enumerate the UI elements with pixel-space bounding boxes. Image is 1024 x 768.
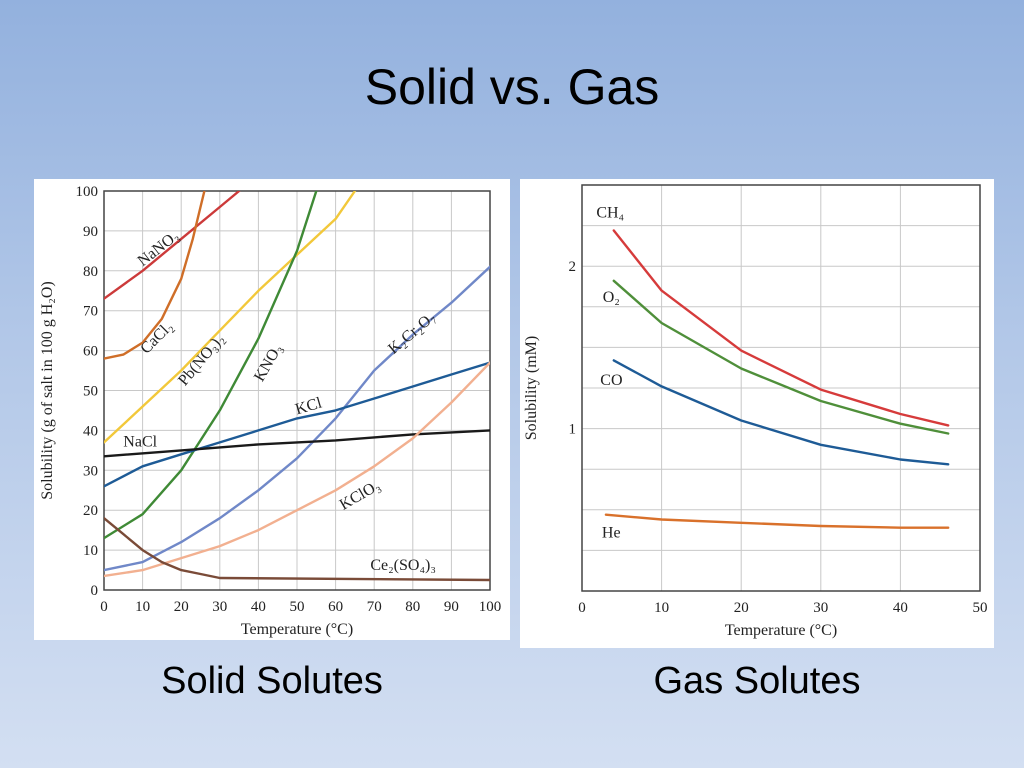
x-tick-label: 10 (654, 600, 669, 616)
series-label-kclo3: KClO₃ (337, 477, 383, 514)
x-tick-label: 20 (734, 600, 749, 616)
series-line-he (604, 513, 950, 529)
x-tick-label: 80 (405, 599, 420, 615)
gas-chart-svg: 0 10 20 30 40 50 1 2 Temperature (°C) Solubility … (523, 184, 988, 639)
series-line-k2cr2o7 (104, 265, 490, 572)
y-tick-label: 20 (83, 503, 98, 519)
series-label-nano3: NaNO₃ (135, 227, 183, 270)
series-label-he: He (602, 524, 621, 541)
series-line-ch4 (612, 229, 950, 427)
y-axis-title: Solubility (g of salt in 100 g H₂O) (39, 281, 56, 499)
y-tick-label: 0 (91, 583, 99, 599)
x-tick-label: 50 (290, 599, 305, 615)
y-tick-label: 100 (76, 184, 99, 200)
y-tick-label: 50 (83, 384, 98, 400)
series-label-co: CO (600, 372, 622, 389)
series-line-kcl (104, 361, 490, 488)
y-tick-label: 70 (83, 304, 98, 320)
series-line-ce2-so4-3 (104, 517, 490, 582)
series-line-kno3 (104, 191, 318, 540)
slide-title: Solid vs. Gas (364, 59, 660, 115)
gas-solubility-chart: 0 10 20 30 40 50 1 2 Temperature (°C) Solubility … (520, 179, 994, 648)
x-tick-label: 20 (174, 599, 189, 615)
x-tick-label: 60 (328, 599, 343, 615)
grid-lines (581, 185, 981, 591)
x-tick-label: 0 (578, 600, 586, 616)
series-label-o2: O₂ (603, 289, 620, 306)
solid-solubility-chart: 0 10 20 30 40 50 60 70 80 90 100 0 10 20 30 40 50 60 70 80 9… (34, 179, 510, 640)
series-label-kcl: KCl (293, 394, 324, 418)
y-tick-label: 40 (83, 423, 98, 439)
x-axis-title: Temperature (°C) (241, 621, 353, 638)
plot-frame (581, 184, 981, 592)
x-tick-label: 10 (135, 599, 150, 615)
y-tick-label: 60 (83, 344, 98, 360)
series-line-pb-no3-2 (104, 191, 357, 444)
x-tick-label: 30 (813, 600, 828, 616)
series-line-cacl2 (104, 191, 206, 360)
x-tick-label: 90 (444, 599, 459, 615)
series-label-nacl: NaCl (123, 433, 157, 450)
x-tick-label: 70 (367, 599, 382, 615)
series-line-co (612, 359, 950, 466)
series-line-kclo3 (104, 361, 490, 578)
x-tick-label: 40 (893, 600, 908, 616)
plot-frame (103, 190, 491, 591)
x-axis-title: Temperature (°C) (725, 622, 837, 639)
y-axis-title: Solubility (mM) (523, 336, 540, 440)
x-tick-label: 50 (973, 600, 988, 616)
solid-chart-svg: 0 10 20 30 40 50 60 70 80 90 100 0 10 20 30 40 50 60 70 80 9… (39, 184, 502, 638)
y-tick-label: 2 (569, 259, 577, 275)
y-tick-label: 90 (83, 224, 98, 240)
gas-solutes-caption: Gas Solutes (653, 660, 861, 702)
series-line-nano3 (104, 191, 241, 300)
series-label-ce2-so4-3: Ce₂(SO₄)₃ (370, 557, 436, 574)
x-tick-label: 0 (100, 599, 108, 615)
x-tick-label: 30 (212, 599, 227, 615)
x-tick-label: 40 (251, 599, 266, 615)
series-label-ch4: CH₄ (596, 204, 624, 221)
y-tick-label: 80 (83, 264, 98, 280)
series-line-o2 (612, 279, 950, 435)
y-tick-label: 10 (83, 543, 98, 559)
series-label-kno3: KNO₃ (251, 341, 286, 384)
y-tick-label: 1 (569, 422, 577, 438)
x-tick-label: 100 (479, 599, 502, 615)
series-line-nacl (104, 429, 490, 458)
solid-solutes-caption: Solid Solutes (161, 660, 383, 702)
y-tick-label: 30 (83, 463, 98, 479)
